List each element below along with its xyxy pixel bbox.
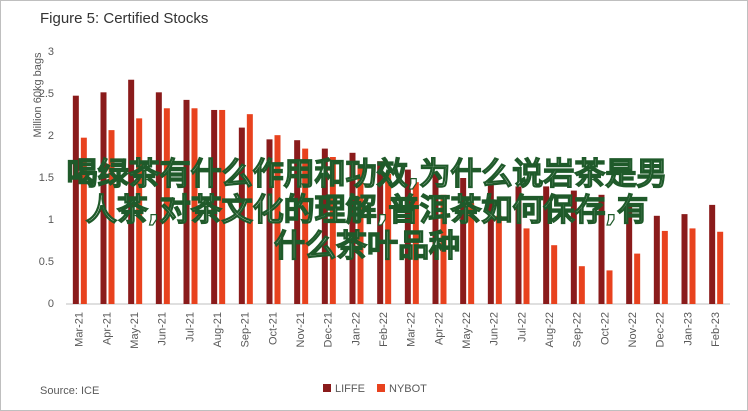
bar	[302, 148, 309, 304]
bar	[543, 186, 550, 304]
x-tick-label: Oct-22	[599, 312, 611, 345]
x-tick-label: Dec-21	[323, 312, 335, 347]
bar	[329, 157, 336, 304]
bar	[412, 182, 419, 304]
x-tick-label: Mar-22	[406, 312, 418, 347]
bar	[357, 165, 364, 304]
x-tick-label: Jul-22	[516, 312, 528, 342]
bar	[274, 135, 281, 304]
y-axis-label: Million 60kg bags	[32, 52, 44, 137]
bar	[191, 108, 198, 304]
bar	[653, 215, 660, 304]
x-tick-label: Apr-21	[101, 312, 113, 345]
x-tick-label: Jan-22	[350, 312, 362, 346]
x-tick-label: Jun-22	[489, 312, 501, 346]
y-tick-label: 0	[48, 298, 54, 310]
source: Source: ICE	[40, 385, 99, 397]
bar	[211, 109, 218, 305]
bar	[440, 194, 447, 304]
bar	[80, 137, 87, 304]
y-tick-label: 2	[48, 130, 54, 142]
bar	[606, 270, 613, 304]
bar	[155, 92, 162, 304]
bar	[349, 152, 356, 304]
bar	[634, 253, 641, 304]
overlay-text: 什么茶叶品种	[274, 229, 460, 265]
x-tick-label: Jul-21	[184, 312, 196, 342]
bar	[385, 173, 392, 304]
bar	[570, 190, 577, 304]
legend-label: LIFFE	[335, 383, 365, 395]
bar	[551, 245, 558, 304]
bar	[128, 79, 135, 304]
bar	[321, 148, 328, 304]
overlay-text: 人茶,对茶文化的理解,普洱茶如何保存,有	[86, 193, 648, 229]
y-tick-label: 1.5	[39, 172, 54, 184]
legend-swatch	[323, 384, 331, 392]
bar	[183, 99, 190, 304]
x-tick-label: Sep-22	[572, 312, 584, 347]
bar	[404, 169, 411, 304]
x-tick-label: May-21	[129, 312, 141, 349]
y-tick-label: 0.5	[39, 256, 54, 268]
y-tick-label: 2.5	[39, 88, 54, 100]
bar	[709, 204, 716, 304]
bar	[487, 182, 494, 304]
bar	[432, 173, 439, 304]
chart-title: Figure 5: Certified Stocks	[40, 10, 208, 27]
bar	[689, 228, 696, 304]
bar	[495, 215, 502, 304]
bar	[626, 203, 633, 304]
y-tick-label: 1	[48, 214, 54, 226]
bar	[523, 228, 530, 304]
bar	[377, 161, 384, 304]
legend-swatch	[377, 384, 385, 392]
x-tick-label: Nov-21	[295, 312, 307, 347]
bar	[100, 92, 107, 304]
bar	[468, 203, 475, 304]
x-tick-label: Feb-23	[710, 312, 722, 347]
x-tick-label: Apr-22	[433, 312, 445, 345]
legend-label: NYBOT	[389, 383, 427, 395]
bar	[515, 186, 522, 304]
bar	[681, 214, 688, 304]
bar	[136, 118, 143, 304]
x-tick-label: May-22	[461, 312, 473, 349]
x-tick-label: Feb-22	[378, 312, 390, 347]
x-tick-label: Mar-21	[74, 312, 86, 347]
y-tick-label: 3	[48, 46, 54, 58]
x-tick-label: Aug-21	[212, 312, 224, 347]
bar	[108, 130, 115, 304]
x-tick-label: Sep-21	[240, 312, 252, 347]
bar	[163, 108, 170, 304]
bar	[661, 230, 668, 304]
x-tick-label: Oct-21	[267, 312, 279, 345]
bar	[238, 127, 245, 304]
bar	[294, 140, 301, 304]
x-tick-label: Dec-22	[655, 312, 667, 347]
x-tick-label: Aug-22	[544, 312, 556, 347]
bar	[219, 109, 226, 305]
bar	[598, 194, 605, 304]
bar	[246, 114, 253, 304]
bar	[460, 178, 467, 304]
bar	[717, 231, 724, 304]
x-tick-label: Nov-22	[627, 312, 639, 347]
x-tick-label: Jan-23	[682, 312, 694, 346]
overlay-text: 喝绿茶有什么作用和功效,为什么说岩茶是男	[67, 157, 668, 193]
bar	[266, 139, 273, 304]
x-tick-label: Jun-21	[157, 312, 169, 346]
bar	[72, 95, 79, 305]
bar	[578, 266, 585, 304]
